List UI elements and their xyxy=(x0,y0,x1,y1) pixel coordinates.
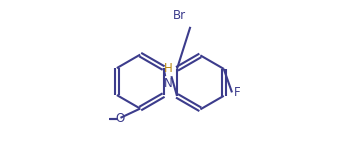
Text: H: H xyxy=(164,62,172,75)
Text: F: F xyxy=(234,86,241,99)
Text: N: N xyxy=(164,77,172,90)
Text: O: O xyxy=(115,112,125,125)
Text: Br: Br xyxy=(173,9,187,22)
